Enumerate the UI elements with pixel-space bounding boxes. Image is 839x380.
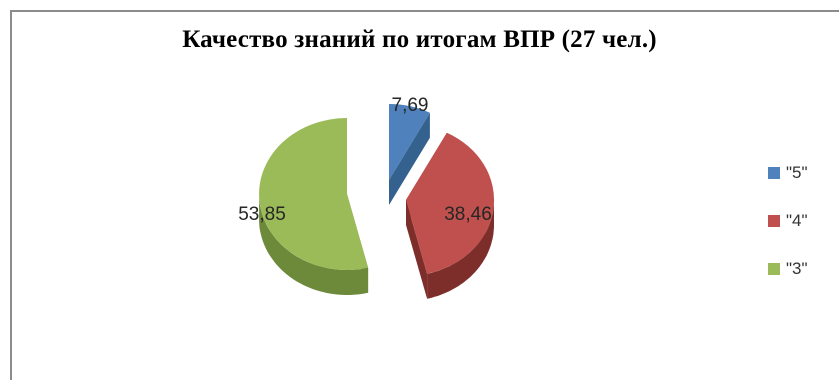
legend-swatch-3 bbox=[768, 263, 780, 275]
data-label-2: 53,85 bbox=[238, 204, 286, 225]
slice-1 bbox=[406, 132, 495, 274]
legend: "5" "4" "3" bbox=[768, 159, 808, 303]
legend-label-4: "4" bbox=[786, 211, 808, 230]
legend-item-4: "4" bbox=[768, 207, 808, 235]
legend-item-5: "5" bbox=[768, 159, 808, 187]
pie-chart: 7,69 38,46 53,85 bbox=[238, 95, 495, 299]
data-label-0: 7,69 bbox=[392, 95, 429, 116]
slice-cut-1-1 bbox=[406, 200, 428, 299]
legend-swatch-4 bbox=[768, 215, 780, 227]
legend-swatch-5 bbox=[768, 167, 780, 179]
slice-wall-1 bbox=[427, 202, 494, 299]
slice-wall-2 bbox=[259, 196, 369, 295]
legend-item-3: "3" bbox=[768, 255, 808, 283]
legend-label-3: "3" bbox=[786, 259, 808, 278]
pie-slices bbox=[259, 104, 495, 299]
slice-cut-0-1 bbox=[389, 112, 430, 205]
chart-title: Качество знаний по итогам ВПР (27 чел.) bbox=[182, 26, 657, 53]
slice-0 bbox=[389, 104, 430, 180]
data-label-1: 38,46 bbox=[444, 204, 492, 225]
slice-2 bbox=[259, 118, 369, 270]
legend-label-5: "5" bbox=[786, 163, 808, 182]
pie-data-labels: 7,69 38,46 53,85 bbox=[238, 95, 492, 225]
